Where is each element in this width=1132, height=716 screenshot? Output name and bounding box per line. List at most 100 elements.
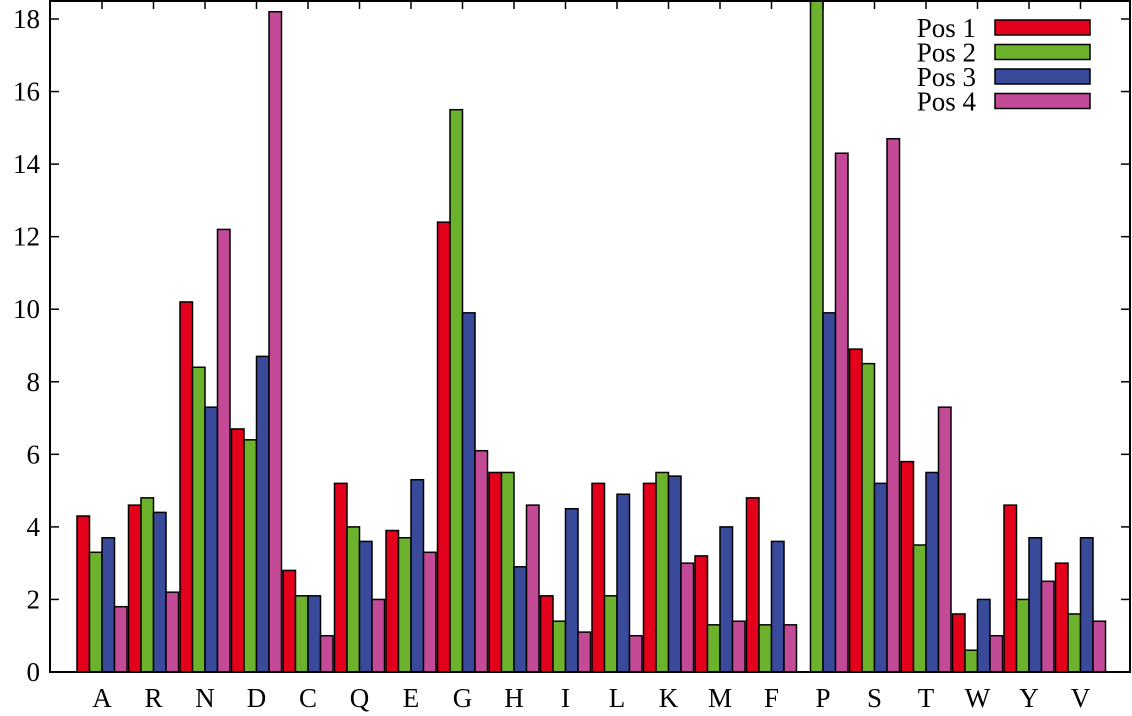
bar-C-pos2 [294, 595, 309, 673]
x-tick-label: R [144, 683, 162, 713]
bar-D-pos2 [243, 439, 258, 673]
bar-D-pos4 [268, 10, 283, 673]
bar-S-pos4 [886, 137, 901, 673]
x-tick-label: E [403, 683, 420, 713]
x-tick-label: K [659, 683, 679, 713]
bar-V-pos3 [1079, 537, 1094, 673]
bar-R-pos2 [140, 497, 155, 673]
bar-W-pos3 [976, 598, 991, 673]
x-tick-label: L [609, 683, 626, 713]
bar-R-pos4 [165, 591, 180, 673]
x-tick-label: I [561, 683, 570, 713]
x-tick-label: A [92, 683, 112, 713]
x-tick-label: F [764, 683, 779, 713]
bar-T-pos1 [900, 460, 915, 673]
bar-G-pos4 [474, 449, 489, 673]
bar-L-pos2 [603, 595, 618, 673]
bar-F-pos1 [745, 497, 760, 673]
bar-D-pos3 [255, 355, 270, 673]
bar-G-pos3 [461, 312, 476, 673]
y-axis: 0 2 4 6 8 10 12 14 16 18 [13, 4, 1130, 687]
bar-E-pos1 [385, 529, 400, 673]
y-tick-label: 16 [13, 77, 40, 107]
bar-F-pos3 [770, 540, 785, 673]
bar-A-pos1 [76, 515, 91, 673]
x-tick-label: P [815, 683, 830, 713]
bar-R-pos1 [127, 504, 142, 673]
bar-I-pos2 [552, 620, 567, 673]
legend-label: Pos 3 [917, 62, 976, 92]
bar-C-pos3 [307, 595, 322, 673]
bar-Q-pos1 [333, 482, 348, 673]
bar-W-pos1 [951, 613, 966, 673]
bar-S-pos1 [848, 348, 863, 673]
x-tick-label: M [708, 683, 732, 713]
y-tick-label: 10 [13, 294, 40, 324]
bar-N-pos4 [216, 228, 231, 673]
bar-F-pos4 [783, 624, 798, 673]
bar-E-pos2 [397, 537, 412, 673]
x-tick-label: Q [350, 683, 370, 713]
bar-L-pos3 [616, 493, 631, 673]
bar-Y-pos1 [1003, 504, 1018, 673]
x-tick-label: Y [1019, 683, 1039, 713]
bar-P-pos4 [834, 152, 849, 673]
bar-N-pos3 [204, 406, 219, 673]
x-tick-label: D [247, 683, 267, 713]
bar-N-pos1 [179, 301, 194, 673]
y-tick-label: 0 [27, 657, 41, 687]
bar-L-pos1 [591, 482, 606, 673]
y-tick-label: 6 [27, 439, 41, 469]
bar-N-pos2 [191, 366, 206, 673]
x-tick-label: S [867, 683, 882, 713]
legend-label: Pos 1 [917, 13, 976, 43]
bar-M-pos3 [719, 526, 734, 673]
y-tick-label: 8 [27, 367, 41, 397]
bar-W-pos4 [989, 634, 1004, 673]
bar-H-pos1 [488, 471, 503, 673]
bar-M-pos2 [706, 624, 721, 673]
bar-Q-pos2 [346, 526, 361, 673]
x-tick-label: H [504, 683, 524, 713]
bar-K-pos1 [642, 482, 657, 673]
legend-swatch [994, 68, 1091, 85]
bar-E-pos3 [410, 478, 425, 673]
bar-D-pos1 [230, 428, 245, 673]
y-tick-label: 12 [13, 222, 40, 252]
y-tick-label: 18 [13, 4, 40, 34]
bar-Q-pos3 [358, 540, 373, 673]
plot-frame [49, 0, 1131, 673]
legend-swatch [994, 92, 1091, 110]
bar-H-pos4 [525, 504, 540, 673]
y-tick-label: 2 [27, 584, 41, 614]
y-tick-label: 4 [27, 512, 41, 542]
bar-C-pos1 [282, 569, 297, 673]
bar-V-pos4 [1092, 620, 1107, 673]
bar-I-pos1 [539, 595, 554, 673]
bar-T-pos2 [912, 544, 927, 673]
bar-T-pos4 [937, 406, 952, 673]
bar-K-pos3 [667, 475, 682, 673]
x-tick-label: G [453, 683, 473, 713]
bar-H-pos3 [513, 566, 528, 673]
bar-P-pos3 [822, 312, 837, 673]
y-tick-label: 14 [13, 149, 41, 179]
bar-A-pos3 [101, 537, 116, 673]
bar-W-pos2 [964, 649, 979, 673]
bar-I-pos3 [564, 508, 579, 673]
bar-M-pos4 [731, 620, 746, 673]
bar-P-pos2 [809, 0, 824, 673]
bar-T-pos3 [925, 471, 940, 673]
bar-C-pos4 [319, 634, 334, 673]
x-tick-label: V [1071, 683, 1091, 713]
bar-M-pos1 [694, 555, 709, 673]
bar-R-pos3 [152, 511, 167, 673]
legend-label: Pos 4 [917, 87, 977, 117]
bar-H-pos2 [500, 471, 515, 673]
x-tick-label: W [965, 683, 991, 713]
bar-S-pos3 [873, 482, 888, 673]
bar-Y-pos2 [1015, 598, 1030, 673]
